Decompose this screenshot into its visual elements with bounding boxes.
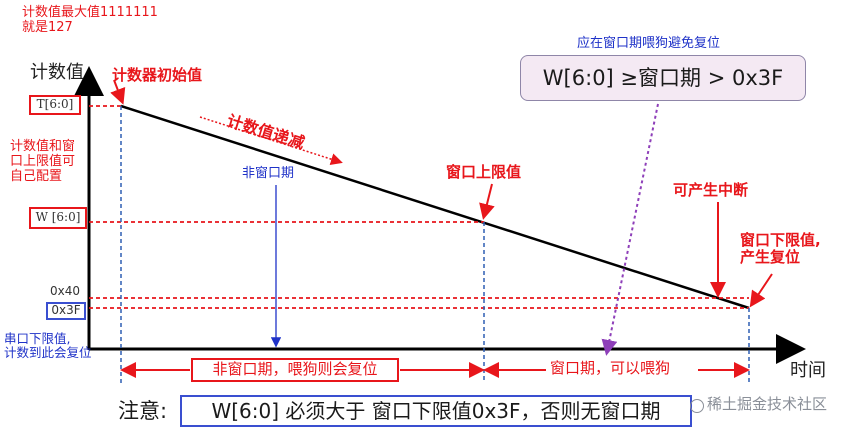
configurable-note-line: 自己配置 bbox=[10, 168, 63, 184]
watermark-logo-icon bbox=[690, 399, 704, 413]
value-0x40-label: 0x40 bbox=[50, 284, 81, 298]
window-upper-label: 窗口上限值 bbox=[446, 163, 522, 181]
configurable-note-line: 计数值和窗 bbox=[10, 139, 76, 154]
reset-note: 串口下限值, 计数到此会复位 bbox=[4, 331, 92, 361]
window-lower-label: 窗口下限值, 产生复位 bbox=[740, 231, 821, 267]
interrupt-label: 可产生中断 bbox=[673, 181, 749, 199]
max-count-line2: 就是127 bbox=[22, 19, 73, 35]
footer-note-prefix: 注意: bbox=[118, 399, 168, 423]
condition-caption: 应在窗口期喂狗避免复位 bbox=[577, 36, 721, 51]
reset-note-line: 串口下限值, bbox=[4, 331, 71, 346]
x-axis-title: 时间 bbox=[790, 360, 826, 381]
counter-decrement-line bbox=[120, 104, 750, 310]
non-window-period-label: 非窗口期，喂狗则会复位 bbox=[191, 358, 399, 382]
counter-initial-label: 计数器初始值 bbox=[112, 66, 203, 84]
value-0x3f-label: 0x3F bbox=[46, 302, 86, 320]
window-upper-arrow bbox=[479, 183, 495, 220]
window-lower-line: 产生复位 bbox=[740, 248, 801, 267]
footer-note-box: W[6:0] 必须大于 窗口下限值0x3F，否则无窗口期 bbox=[180, 395, 692, 427]
window-lower-line: 窗口下限值, bbox=[740, 231, 821, 249]
t-value-label: T[6:0] bbox=[29, 95, 81, 115]
reset-note-line: 计数到此会复位 bbox=[4, 345, 92, 361]
condition-box: W[6:0] ≥窗口期 > 0x3F bbox=[520, 55, 806, 101]
condition-pointer-arrow bbox=[601, 103, 659, 356]
y-axis-title: 计数值 bbox=[30, 62, 84, 83]
non-window-label: 非窗口期 bbox=[242, 166, 295, 181]
decrement-arrow bbox=[199, 116, 343, 165]
max-count-line1: 计数值最大值1111111 bbox=[22, 5, 158, 20]
max-count-note: 计数值最大值1111111 就是127 bbox=[22, 5, 158, 36]
watermark: 稀土掘金技术社区 bbox=[707, 395, 828, 413]
configurable-note-line: 口上限值可 bbox=[10, 153, 76, 169]
counter-initial-arrow bbox=[110, 79, 126, 105]
window-period-label: 窗口期，可以喂狗 bbox=[548, 359, 673, 378]
configurable-note: 计数值和窗 口上限值可 自己配置 bbox=[10, 139, 76, 185]
window-lower-arrow bbox=[749, 273, 773, 308]
w-value-label: W [6:0] bbox=[29, 207, 87, 229]
